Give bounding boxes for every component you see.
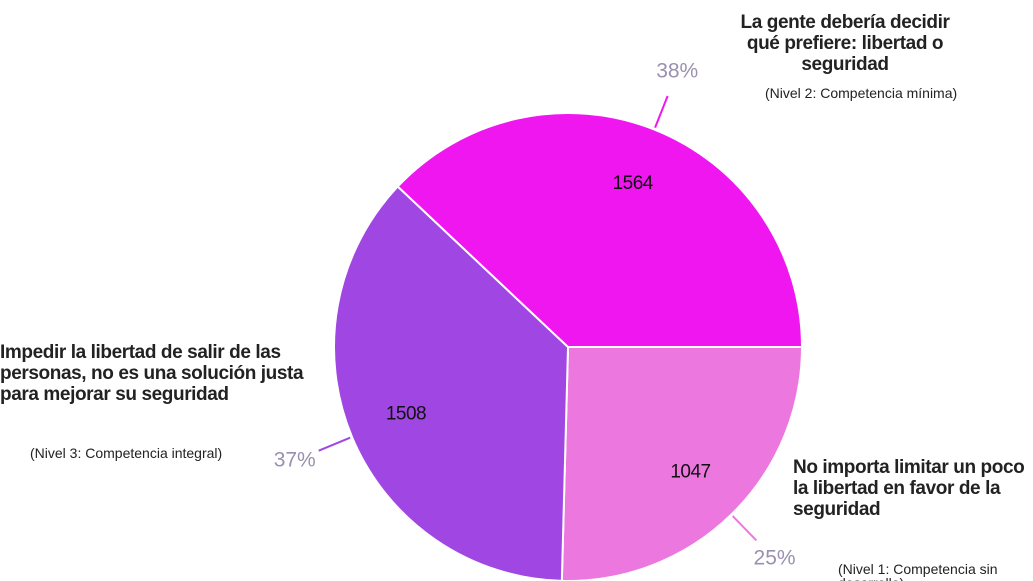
value-label: 1564 (613, 173, 654, 194)
category-label: La gente debería decidir qué prefiere: l… (740, 12, 950, 75)
pie-slice (396, 112, 804, 348)
category-sublabel: (Nivel 3: Competencia integral) (30, 445, 223, 461)
pie-slice (560, 346, 804, 581)
category-sublabel: (Nivel 2: Competencia mínima) (765, 85, 958, 101)
category-label: No importa limitar un poco la libertad e… (793, 457, 1025, 520)
category-sublabel: (Nivel 1: Competencia sin desarrollo) (838, 561, 998, 581)
leader-line (318, 436, 351, 452)
value-label: 1508 (386, 403, 426, 424)
leader-line (654, 95, 669, 129)
category-label: Impedir la libertad de salir de las pers… (0, 342, 304, 405)
percent-label: 37% (274, 448, 316, 471)
percent-label: 25% (754, 547, 796, 570)
value-label: 1047 (670, 462, 710, 483)
leader-line (731, 515, 758, 542)
pie-slice (333, 185, 570, 581)
percent-label: 38% (656, 59, 698, 82)
